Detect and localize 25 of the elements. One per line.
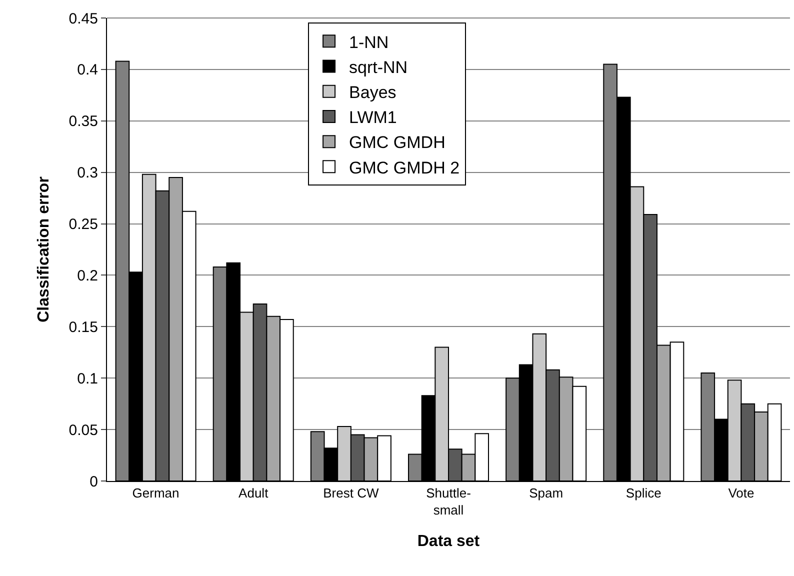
x-tick-label: German <box>132 486 180 501</box>
legend-label: LWM1 <box>349 108 397 128</box>
y-axis-title: Classification error <box>36 176 53 322</box>
x-tick-label: Vote <box>728 486 754 501</box>
y-tick-label: 0.25 <box>68 216 98 234</box>
y-tick-label: 0.1 <box>77 370 98 388</box>
x-axis-title: Data set <box>417 533 480 550</box>
x-tick-label: Adult <box>238 486 269 501</box>
y-tick-label: 0.3 <box>77 164 98 182</box>
x-tick-label: Shuttle-small <box>426 486 471 518</box>
y-tick-label: 0.15 <box>68 318 98 336</box>
x-tick-label: Spam <box>529 486 564 501</box>
legend-label: Bayes <box>349 83 396 102</box>
y-tick-label: 0.05 <box>68 422 98 439</box>
y-tick-label: 0 <box>90 473 98 490</box>
y-tick-label: 0.2 <box>77 267 98 284</box>
y-tick-label: 0.4 <box>77 62 98 79</box>
legend-label: GMC GMDH 2 <box>349 158 460 178</box>
legend-label: GMC GMDH <box>349 133 446 152</box>
legend-label: sqrt-NN <box>349 58 408 77</box>
x-tick-label: Splice <box>626 486 662 501</box>
y-tick-label: 0.35 <box>68 113 98 130</box>
x-tick-label: Brest CW <box>323 486 380 501</box>
legend-label: 1-NN <box>349 32 389 52</box>
y-tick-label: 0.45 <box>68 10 98 28</box>
